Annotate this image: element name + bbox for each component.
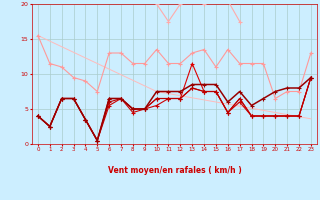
X-axis label: Vent moyen/en rafales ( km/h ): Vent moyen/en rafales ( km/h ) — [108, 166, 241, 175]
